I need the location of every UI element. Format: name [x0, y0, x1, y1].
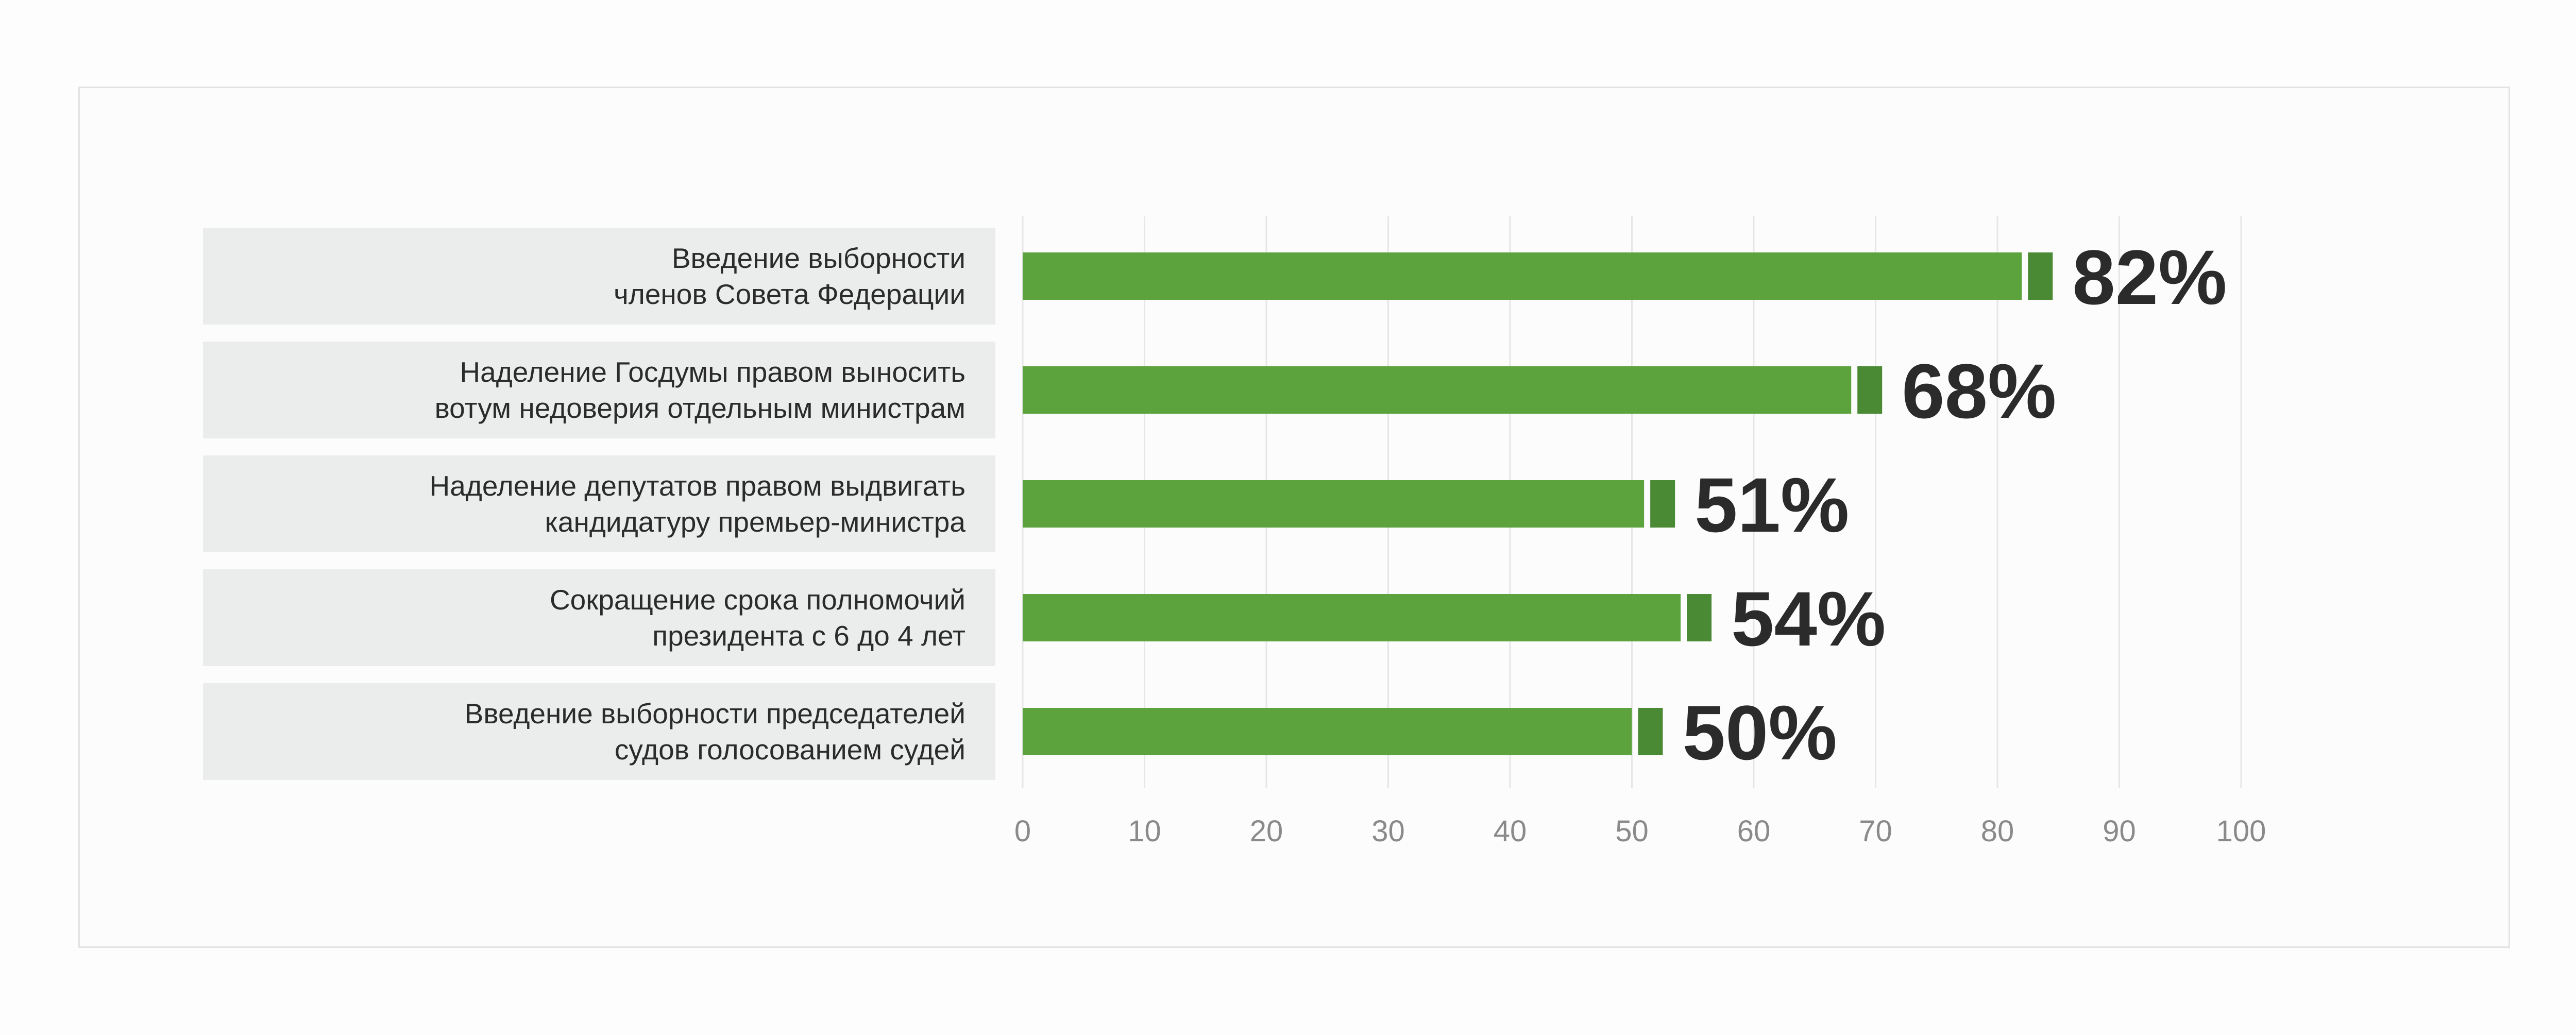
bar-cap [1638, 708, 1663, 755]
category-label: Наделение Госдумы правом выносить [460, 356, 965, 388]
category-label: членов Совета Федерации [614, 278, 965, 310]
x-tick-label: 50 [1615, 815, 1649, 848]
category-label-box: Введение выборности председателей судов г… [203, 683, 995, 780]
bar [1023, 366, 1852, 414]
x-tick-label: 10 [1128, 815, 1161, 848]
bar-cap [1650, 480, 1675, 528]
value-label: 82% [2072, 234, 2227, 320]
bar-cap [1687, 594, 1712, 641]
value-label: 51% [1694, 462, 1849, 548]
x-tick-label: 100 [2216, 815, 2266, 848]
value-label: 50% [1683, 689, 1837, 776]
bar [1023, 594, 1681, 641]
category-label: судов голосованием судей [614, 734, 965, 766]
category-label-box: Сокращение срока полномочий президента с … [203, 569, 995, 666]
bar [1023, 480, 1645, 528]
value-label: 54% [1731, 575, 1886, 662]
category-label: Наделение депутатов правом выдвигать [429, 470, 966, 502]
category-label: президента с 6 до 4 лет [652, 620, 965, 652]
category-label-box: Наделение депутатов правом выдвигать канд… [203, 455, 995, 552]
x-tick-label: 0 [1014, 815, 1031, 848]
x-tick-label: 60 [1737, 815, 1771, 848]
category-label: Введение выборности [671, 242, 965, 274]
x-tick-label: 30 [1371, 815, 1405, 848]
category-label-box: Наделение Госдумы правом выносить вотум н… [203, 342, 995, 438]
bar [1023, 708, 1632, 755]
x-tick-label: 90 [2103, 815, 2136, 848]
category-label: кандидатуру премьер-министра [545, 506, 965, 538]
x-tick-label: 80 [1981, 815, 2014, 848]
category-label: Сокращение срока полномочий [549, 584, 965, 616]
category-label: вотум недоверия отдельным министрам [434, 392, 965, 424]
value-label: 68% [1902, 348, 2056, 434]
category-label: Введение выборности председателей [464, 698, 965, 729]
bar [1023, 252, 2022, 300]
category-label-box: Введение выборности членов Совета Федерац… [203, 228, 995, 325]
bar-cap [2028, 252, 2053, 300]
x-tick-label: 40 [1494, 815, 1527, 848]
bar-cap [1857, 366, 1883, 414]
x-tick-label: 20 [1250, 815, 1283, 848]
x-tick-label: 70 [1859, 815, 1892, 848]
